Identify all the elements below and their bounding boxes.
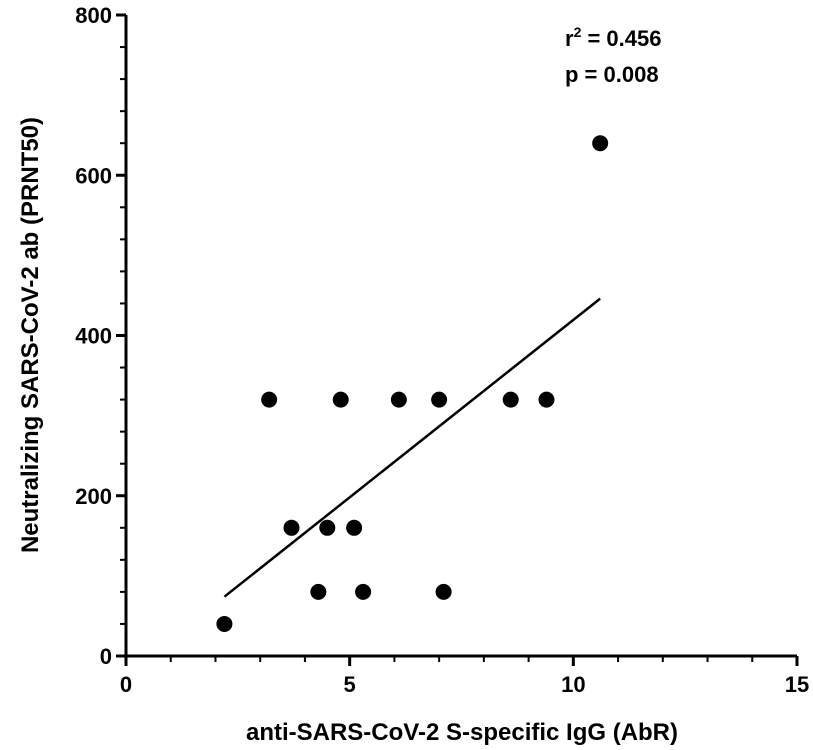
y-tick-label: 400 [75, 324, 112, 349]
y-tick-label: 600 [75, 163, 112, 188]
r-squared-annotation: r2 = 0.456 [565, 24, 662, 51]
x-axis: 0 5 10 15 [120, 654, 809, 697]
y-axis-title: Neutralizing SARS-CoV-2 ab (PRNT50) [17, 117, 44, 553]
data-point [538, 391, 555, 408]
data-point [346, 519, 363, 536]
data-point [355, 583, 372, 600]
data-point [332, 391, 349, 408]
data-points [216, 135, 609, 632]
x-tick-label: 10 [561, 672, 585, 697]
x-tick-label: 5 [344, 672, 356, 697]
x-tick-label: 0 [120, 672, 132, 697]
x-axis-title: anti-SARS-CoV-2 S-specific IgG (AbR) [246, 719, 678, 746]
data-point [431, 391, 448, 408]
data-point [283, 519, 300, 536]
data-point [319, 519, 336, 536]
y-tick-label: 0 [100, 644, 112, 669]
data-point [435, 583, 452, 600]
data-point [592, 135, 609, 152]
data-point [502, 391, 519, 408]
data-point [261, 391, 278, 408]
regression-line-group [223, 297, 601, 598]
regression-line [223, 297, 601, 598]
y-axis: 0 200 400 600 800 [75, 3, 128, 669]
x-tick-label: 15 [785, 672, 809, 697]
data-point [216, 615, 233, 632]
data-point [310, 583, 327, 600]
p-value-annotation: p = 0.008 [565, 62, 659, 87]
y-tick-label: 200 [75, 484, 112, 509]
y-tick-label: 800 [75, 3, 112, 28]
data-point [390, 391, 407, 408]
